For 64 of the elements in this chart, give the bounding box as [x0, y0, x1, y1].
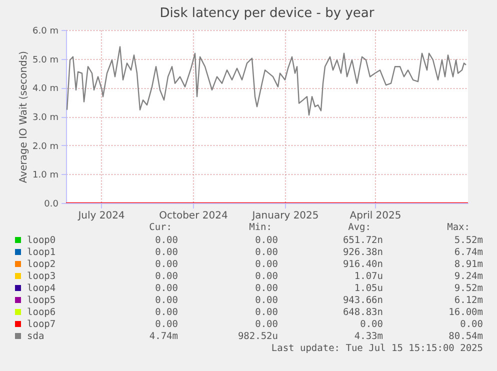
- text: 6.12m: [454, 295, 484, 306]
- text: 0.00: [255, 319, 278, 330]
- x-tick-label: April 2025: [350, 210, 402, 222]
- text: 0.00: [155, 283, 178, 294]
- text: 926.38n: [342, 247, 383, 258]
- y-axis-title: Average IO Wait (seconds): [18, 50, 30, 184]
- x-tick-label: January 2025: [251, 210, 319, 222]
- legend-label: loop7: [27, 319, 56, 330]
- y-tick-label: 6.0 m: [32, 26, 58, 36]
- text: 8.91m: [454, 259, 484, 270]
- text: Last update: Tue Jul 15 15:15:00 2025: [271, 343, 483, 354]
- y-tick-label: 2.0 m: [32, 142, 58, 152]
- text: 0.00: [255, 247, 278, 258]
- x-tick-label: July 2024: [77, 210, 125, 222]
- text: 80.54m: [448, 331, 484, 342]
- text: Avg:: [348, 222, 371, 233]
- y-tick-label: 3.0 m: [32, 113, 58, 123]
- text: 0.00: [155, 271, 178, 282]
- legend-label: loop2: [27, 259, 56, 270]
- text: 6.74m: [454, 247, 484, 258]
- legend-label: loop3: [27, 271, 56, 282]
- text: 982.52u: [238, 331, 278, 342]
- text: 0.00: [155, 307, 178, 318]
- text: 1.05u: [354, 283, 383, 294]
- text: 943.66n: [342, 295, 383, 306]
- text: 0.00: [155, 235, 178, 246]
- legend-label: loop5: [27, 295, 56, 306]
- text: 0.00: [460, 319, 484, 330]
- line-series: [66, 46, 467, 116]
- text: 0.00: [255, 271, 278, 282]
- text: 0.00: [155, 319, 178, 330]
- text: 916.40n: [342, 259, 383, 270]
- text: 0.00: [155, 259, 178, 270]
- text: 4.33m: [354, 331, 384, 342]
- text: 0.00: [360, 319, 384, 330]
- text: 9.24m: [454, 271, 484, 282]
- text: 0.00: [255, 307, 278, 318]
- text: 0.00: [255, 259, 278, 270]
- chart-title: Disk latency per device - by year: [160, 6, 375, 21]
- text: 9.52m: [454, 283, 484, 294]
- legend-label: sda: [27, 331, 44, 342]
- y-tick-label: 1.0 m: [32, 170, 58, 181]
- legend-label: loop6: [27, 307, 56, 318]
- text: 1.07u: [354, 271, 383, 282]
- text: 0.00: [155, 295, 178, 306]
- text: Min:: [249, 222, 272, 233]
- legend-label: loop0: [27, 235, 56, 246]
- y-tick-label: 5.0 m: [32, 55, 58, 66]
- text: 16.00m: [448, 307, 484, 318]
- text: 0.00: [255, 235, 278, 246]
- y-tick-label: 4.0 m: [32, 84, 58, 94]
- text: 0.00: [255, 295, 278, 306]
- text: 5.52m: [454, 235, 484, 246]
- text: 0.00: [255, 283, 278, 294]
- text: 0.00: [155, 247, 178, 258]
- text: 651.72n: [342, 235, 383, 246]
- legend-label: loop4: [27, 283, 56, 294]
- text: 648.83n: [342, 307, 383, 318]
- text: 4.74m: [149, 331, 178, 342]
- y-tick-label: 0.0: [44, 200, 59, 210]
- x-tick-label: October 2024: [159, 210, 228, 222]
- text: Cur:: [149, 222, 172, 233]
- text: Max:: [447, 222, 470, 233]
- legend-label: loop1: [27, 247, 56, 258]
